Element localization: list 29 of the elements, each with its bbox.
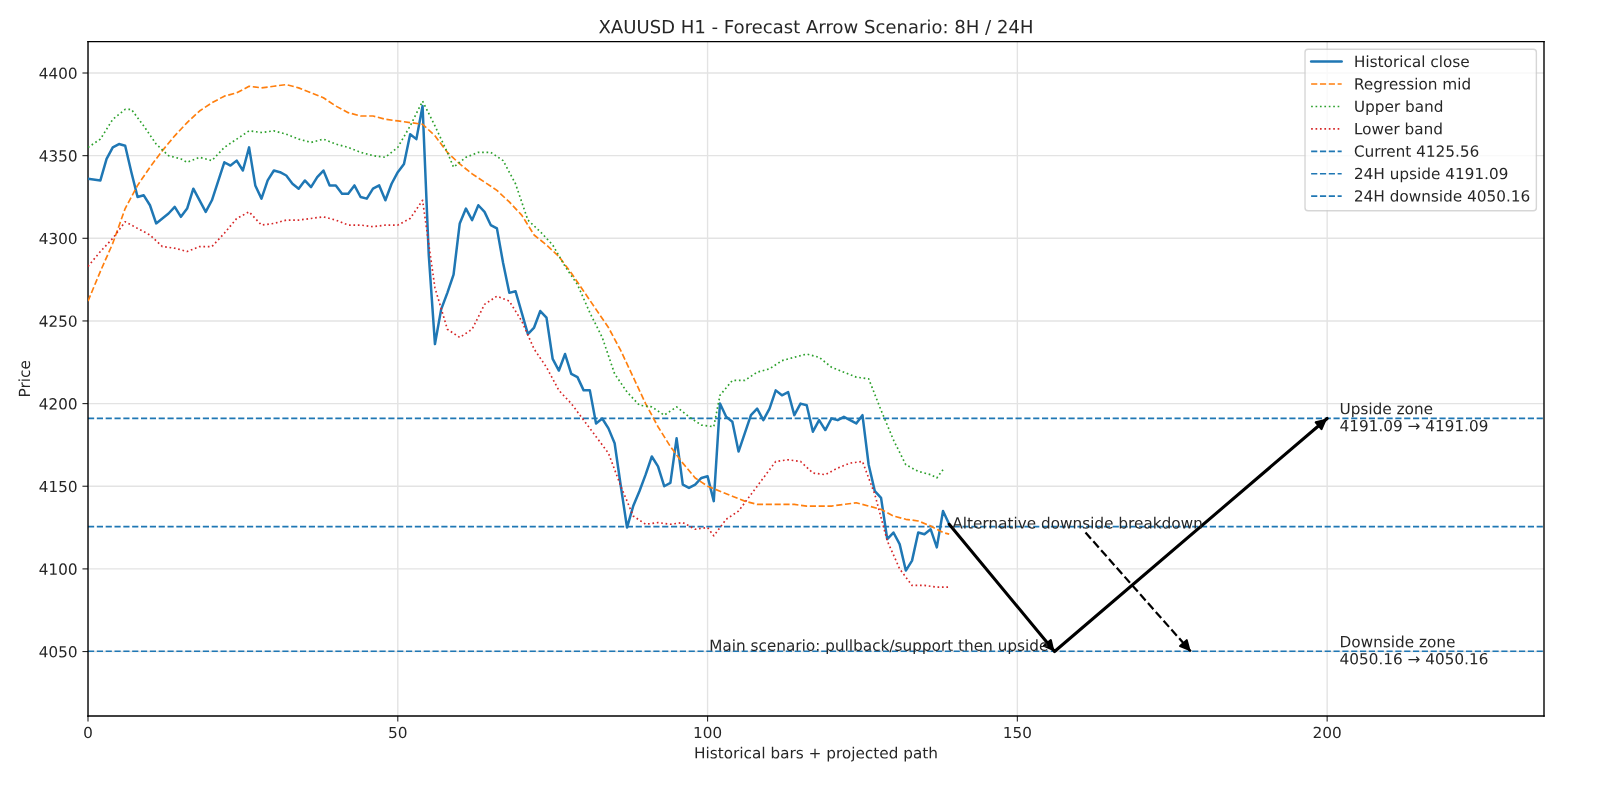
legend-label: Historical close [1355,55,1469,68]
chart-title: XAUUSD H1 - Forecast Arrow Scenario: 8H / 24H [599,19,1032,35]
legend-label: Upper band [1355,100,1443,115]
y-tick-label: 4250 [39,315,77,327]
y-tick-label: 4200 [39,398,77,410]
x-tick-label: 0 [84,726,92,739]
line-series [88,199,951,588]
y-tick-label: 4150 [39,480,77,493]
legend-label: Current 4125.56 [1354,145,1479,157]
y-tick-label: 4050 [39,646,77,658]
x-tick-label: 150 [1004,726,1031,739]
x-tick-label: 100 [694,726,722,739]
y-axis-title: Price [18,360,31,396]
annotation: Alternative downside breakdown [952,516,1202,529]
legend-label: 24H downside 4050.16 [1355,189,1530,202]
annotation: Main scenario: pullback/support then upside [710,639,1048,654]
y-tick-label: 4300 [39,232,77,245]
x-tick-label: 50 [389,726,407,739]
y-tick-label: 4400 [39,67,77,80]
y-tick-label: 4350 [39,150,77,162]
annotation: Downside zone 4050.16 → 4050.16 [1340,635,1488,665]
x-tick-label: 200 [1313,726,1341,739]
annotation: Upside zone 4191.09 → 4191.09 [1340,402,1488,432]
legend-label: 24H upside 4191.09 [1355,167,1508,183]
legend-label: Regression mid [1355,77,1470,93]
legend-label: Lower band [1355,122,1442,135]
line-series [88,100,944,479]
y-tick-label: 4100 [39,563,77,575]
x-axis-title: Historical bars + projected path [695,746,937,762]
